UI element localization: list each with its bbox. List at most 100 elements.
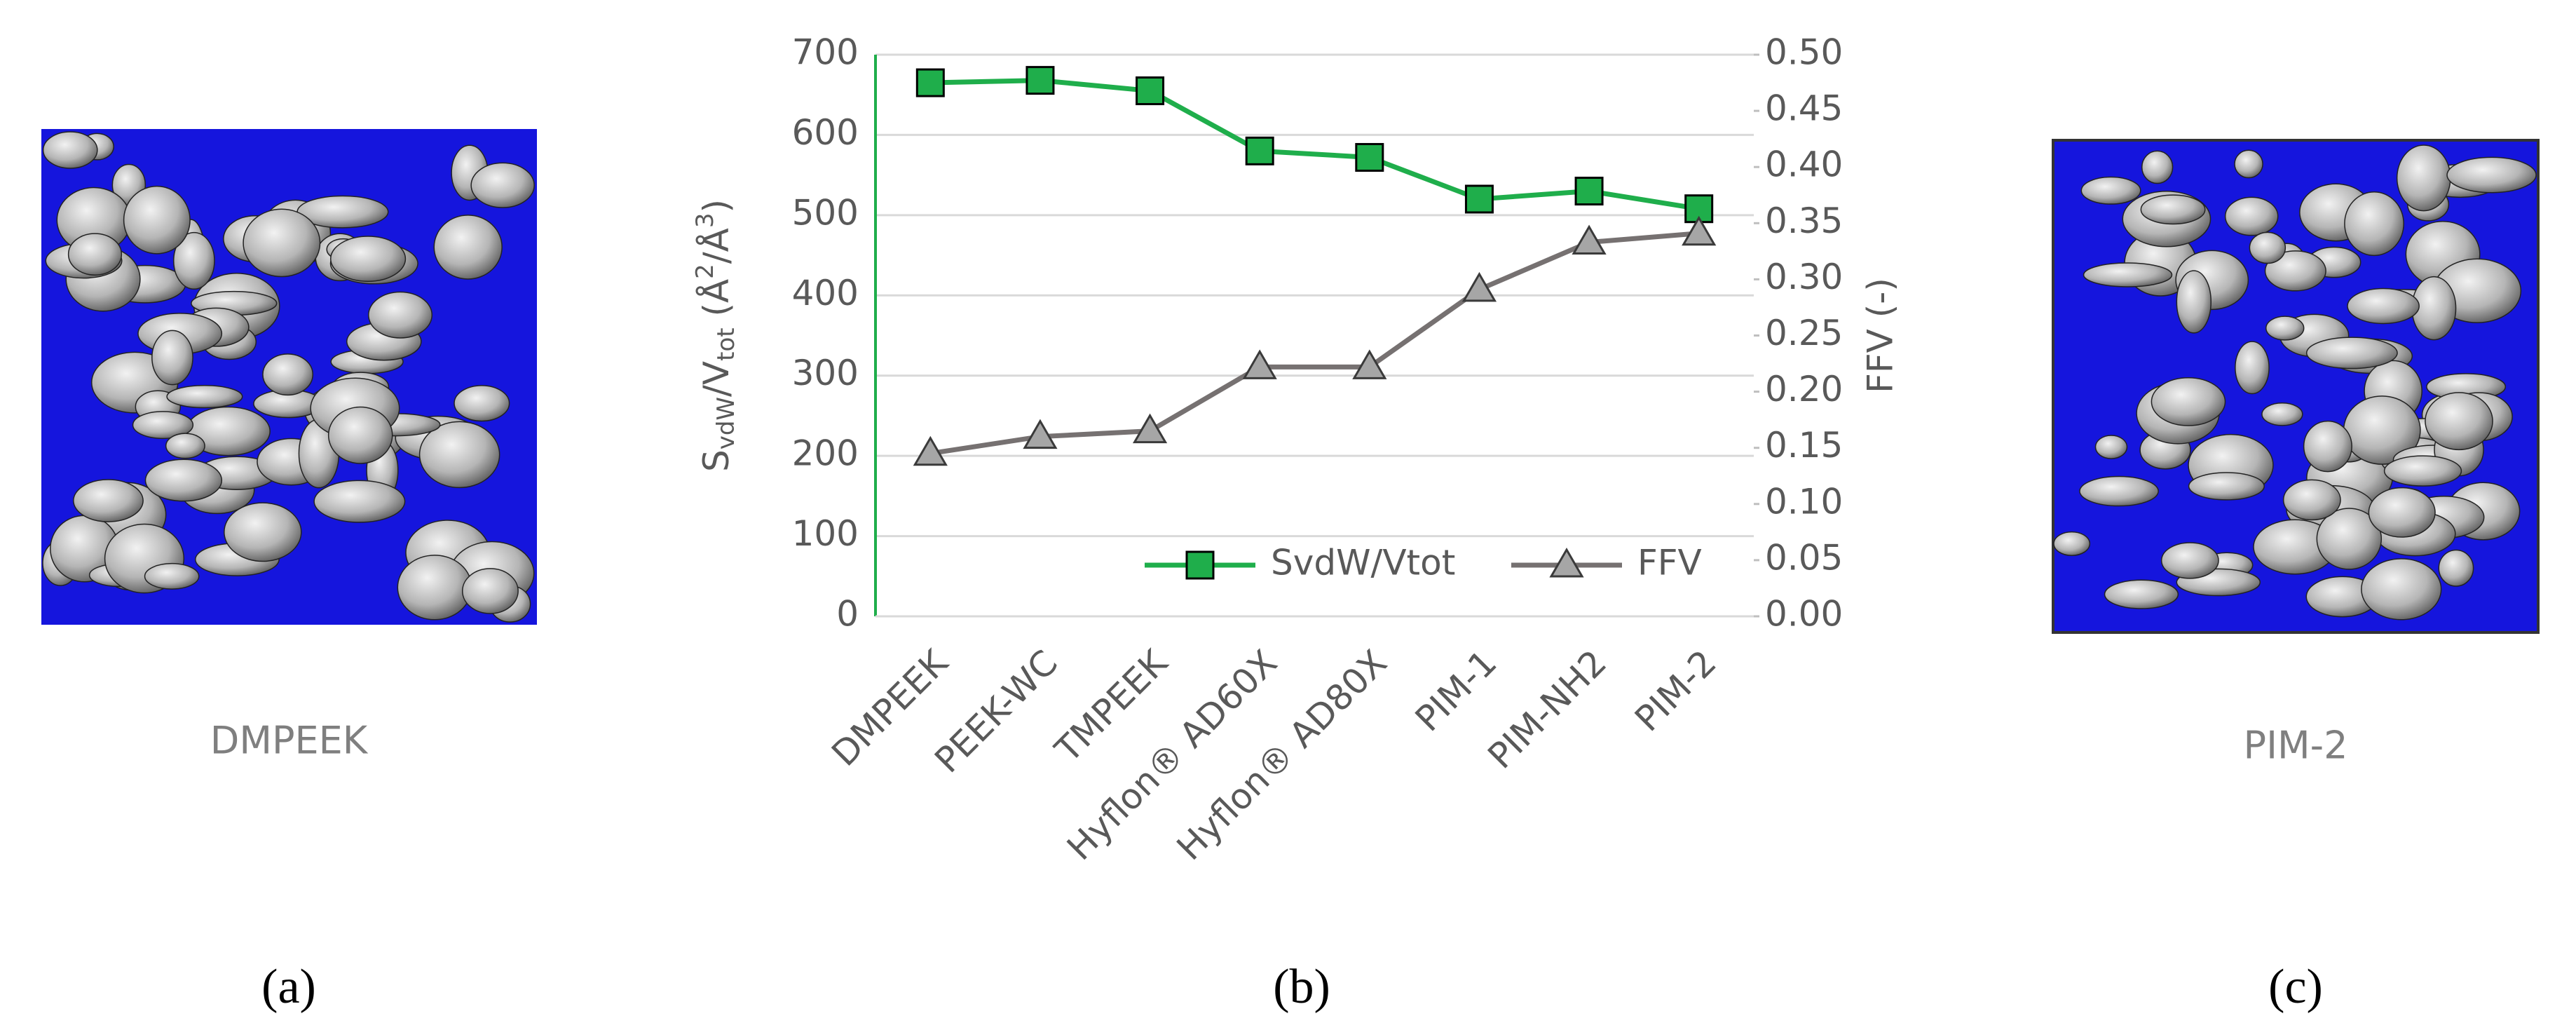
molecule-blob: [418, 421, 500, 489]
data-point: [1025, 66, 1055, 95]
y-tick-label: 100: [792, 513, 859, 554]
molecule-blob: [2104, 579, 2179, 609]
simulation-image: [2052, 139, 2540, 634]
molecule-blob: [2316, 508, 2383, 570]
x-tick-label: PEEK-WC: [927, 642, 1065, 780]
y-axis-label-part: ): [696, 199, 737, 213]
y-tick-label: 200: [792, 433, 859, 474]
y-axis-label-part: (Å: [696, 279, 737, 328]
x-tick-label: Hyflon® AD60X: [1059, 642, 1285, 868]
molecule-blob: [2303, 420, 2352, 473]
y-tick-label: 500: [792, 192, 859, 233]
molecule-blob: [262, 353, 313, 396]
molecule-blob: [2347, 287, 2420, 325]
legend-marker: [1185, 550, 1215, 580]
molecule-blob: [2224, 196, 2279, 236]
molecule-blob: [2249, 231, 2287, 264]
y-axis-label-part: /V: [696, 361, 737, 397]
y2-tick-label: 0.30: [1765, 257, 1843, 297]
data-point: [1023, 419, 1058, 449]
data-point: [1572, 224, 1607, 255]
molecule-blob: [454, 385, 510, 422]
molecule-blob: [42, 131, 98, 169]
molecule-blob: [327, 406, 393, 464]
molecule-blob: [73, 479, 144, 522]
molecule-blob: [123, 185, 191, 255]
simulation-image: [41, 129, 537, 625]
molecule-blob: [165, 433, 205, 459]
y-axis-label-part: tot: [712, 327, 740, 360]
y2-tick-label: 0.50: [1765, 32, 1843, 73]
molecule-blob: [243, 208, 321, 278]
molecule-blob: [2425, 392, 2493, 451]
y-axis-label: SvdW/Vtot (Å2/Å3): [691, 199, 740, 472]
molecule-blob: [2438, 549, 2474, 587]
molecule-blob: [144, 562, 200, 590]
molecule-blob: [2264, 250, 2326, 292]
legend-marker: [1549, 548, 1584, 578]
data-point: [1461, 271, 1497, 302]
molecule-blob: [329, 236, 407, 283]
x-tick-label: Hyflon® AD80X: [1169, 642, 1395, 868]
molecule-blob: [144, 459, 223, 502]
molecule-blob: [397, 555, 472, 621]
molecule-blob: [470, 162, 535, 208]
series-line: [930, 78, 1700, 212]
y2-tick-label: 0.15: [1765, 425, 1843, 466]
series-line: [929, 231, 1699, 456]
panel-label: (a): [261, 960, 316, 1014]
y-axis-label-part: /Å: [696, 228, 737, 264]
molecule-blob: [132, 411, 194, 440]
y2-tick-label: 0.45: [1765, 88, 1843, 129]
chart: 0 100 200 300 400 500 600 700 0.00 0.05 0.10 0.15 0.…: [691, 32, 1901, 869]
molecule-blob: [2261, 402, 2303, 426]
y2-tick-label: 0.00: [1765, 594, 1843, 635]
y-axis-label-part: vdW: [712, 397, 740, 449]
molecule-blob: [2305, 337, 2398, 370]
molecule-blob: [2140, 194, 2206, 225]
molecule-blob: [2160, 542, 2219, 579]
y2-tick-label: 0.35: [1765, 201, 1843, 241]
molecule-blob: [2265, 316, 2305, 341]
molecule-blob: [2383, 455, 2462, 487]
y2-axis-label: FFV (-): [1860, 278, 1901, 393]
panel-label: (c): [2268, 960, 2323, 1014]
panel-label: (b): [1273, 960, 1330, 1014]
molecule-blob: [172, 231, 215, 290]
molecule-blob: [2368, 487, 2436, 538]
molecule-blob: [2141, 150, 2174, 184]
data-point: [1574, 177, 1604, 206]
molecule-blob: [313, 480, 406, 523]
molecule-blob: [151, 330, 193, 386]
image-caption: PIM-2: [2244, 724, 2348, 768]
molecule-blob: [2083, 262, 2173, 287]
molecule-blob: [2235, 341, 2270, 395]
data-point: [1136, 76, 1165, 105]
molecule-blob: [368, 291, 433, 339]
molecule-blob: [2361, 558, 2442, 621]
legend-label: FFV: [1637, 543, 1702, 583]
y-axis-label-part: 2: [691, 264, 719, 279]
molecule-blob: [2234, 149, 2263, 179]
data-point: [1132, 413, 1168, 444]
molecule-blob: [461, 568, 519, 614]
molecule-blob: [2344, 191, 2404, 257]
molecule-blob: [224, 502, 302, 562]
data-point: [915, 68, 945, 97]
molecule-blob: [2446, 156, 2537, 194]
y-tick-label: 700: [792, 32, 859, 73]
molecule-blob: [2176, 270, 2212, 334]
molecule-blob: [2094, 435, 2128, 459]
legend-label: SvdW/Vtot: [1271, 543, 1455, 583]
data-point: [1682, 215, 1717, 246]
image-caption: DMPEEK: [210, 719, 369, 763]
y-axis-label-part: 3: [691, 212, 719, 228]
data-point: [1464, 184, 1494, 214]
molecule-blob: [2079, 475, 2159, 507]
molecule-blob: [2080, 176, 2141, 205]
molecule-blob: [2151, 377, 2226, 426]
data-point: [1242, 349, 1277, 379]
y-tick-label: 400: [792, 273, 859, 313]
data-point: [913, 435, 948, 466]
